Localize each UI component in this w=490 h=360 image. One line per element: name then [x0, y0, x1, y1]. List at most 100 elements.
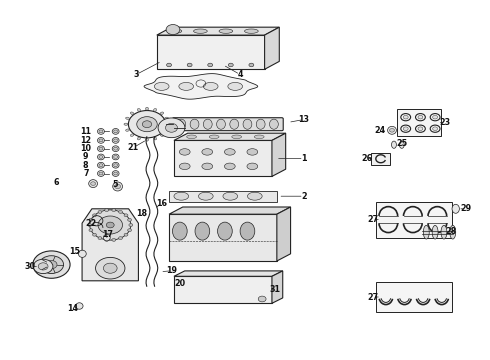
Ellipse shape — [112, 138, 119, 143]
Circle shape — [99, 164, 103, 167]
Circle shape — [187, 63, 192, 67]
Text: 19: 19 — [166, 266, 177, 275]
Bar — [376, 202, 452, 238]
FancyBboxPatch shape — [172, 118, 283, 131]
Circle shape — [390, 129, 394, 132]
Polygon shape — [174, 133, 286, 140]
Ellipse shape — [112, 154, 119, 160]
Text: 8: 8 — [83, 161, 89, 170]
Circle shape — [33, 259, 53, 274]
Circle shape — [96, 257, 125, 279]
Polygon shape — [174, 140, 272, 176]
Circle shape — [119, 211, 122, 213]
Polygon shape — [174, 276, 272, 303]
Ellipse shape — [98, 129, 104, 134]
Text: 21: 21 — [128, 143, 139, 152]
Circle shape — [99, 130, 103, 133]
Polygon shape — [82, 209, 139, 281]
Text: 29: 29 — [460, 204, 471, 213]
Ellipse shape — [160, 112, 164, 114]
Ellipse shape — [113, 182, 122, 191]
Text: 17: 17 — [102, 230, 113, 239]
Ellipse shape — [388, 126, 396, 134]
Ellipse shape — [224, 149, 235, 155]
Ellipse shape — [203, 82, 218, 90]
Text: 14: 14 — [67, 305, 78, 313]
Ellipse shape — [187, 135, 196, 139]
Circle shape — [166, 24, 180, 35]
Ellipse shape — [270, 119, 278, 129]
Text: 26: 26 — [361, 154, 372, 163]
Ellipse shape — [146, 107, 148, 110]
Text: 20: 20 — [174, 279, 185, 288]
Circle shape — [433, 127, 438, 130]
Ellipse shape — [202, 149, 213, 155]
Ellipse shape — [240, 222, 255, 240]
Text: 27: 27 — [368, 292, 379, 302]
Text: 31: 31 — [270, 285, 281, 294]
Polygon shape — [174, 271, 283, 276]
Ellipse shape — [230, 119, 239, 129]
Circle shape — [258, 296, 266, 302]
Ellipse shape — [190, 119, 199, 129]
Ellipse shape — [228, 82, 243, 90]
Ellipse shape — [172, 222, 187, 240]
Circle shape — [98, 211, 102, 213]
Circle shape — [99, 156, 103, 158]
Circle shape — [88, 224, 92, 226]
Ellipse shape — [247, 163, 258, 170]
Circle shape — [124, 233, 128, 236]
Circle shape — [433, 115, 438, 119]
Ellipse shape — [450, 225, 456, 239]
Ellipse shape — [256, 119, 265, 129]
Ellipse shape — [399, 141, 404, 148]
Ellipse shape — [78, 250, 86, 257]
Ellipse shape — [112, 129, 119, 134]
Ellipse shape — [179, 149, 190, 155]
Polygon shape — [277, 207, 291, 261]
Ellipse shape — [392, 141, 396, 148]
Text: 12: 12 — [80, 136, 91, 145]
Circle shape — [114, 172, 118, 175]
Circle shape — [99, 139, 103, 142]
Ellipse shape — [166, 123, 170, 125]
Circle shape — [93, 214, 97, 217]
Ellipse shape — [245, 29, 258, 33]
Ellipse shape — [98, 171, 104, 176]
Circle shape — [98, 216, 122, 234]
Text: 16: 16 — [156, 199, 167, 208]
Ellipse shape — [217, 119, 225, 129]
Ellipse shape — [423, 225, 429, 239]
Ellipse shape — [103, 234, 110, 241]
Ellipse shape — [224, 163, 235, 170]
Circle shape — [128, 111, 166, 138]
Ellipse shape — [125, 129, 129, 131]
Ellipse shape — [247, 192, 262, 200]
Text: 11: 11 — [80, 127, 91, 136]
Text: 30: 30 — [25, 262, 36, 271]
Polygon shape — [169, 214, 277, 261]
Polygon shape — [157, 27, 279, 35]
Circle shape — [418, 127, 423, 130]
Text: 22: 22 — [85, 219, 96, 228]
Ellipse shape — [247, 149, 258, 155]
Ellipse shape — [160, 134, 164, 136]
Circle shape — [112, 209, 116, 212]
Text: 28: 28 — [445, 227, 456, 236]
Ellipse shape — [441, 225, 447, 239]
Polygon shape — [169, 207, 291, 214]
Circle shape — [129, 224, 133, 226]
Text: 15: 15 — [69, 247, 80, 256]
Ellipse shape — [165, 117, 169, 120]
Circle shape — [99, 172, 103, 175]
Ellipse shape — [195, 222, 210, 240]
Circle shape — [127, 219, 131, 221]
Ellipse shape — [124, 123, 128, 125]
Circle shape — [115, 184, 121, 189]
Ellipse shape — [179, 163, 190, 170]
Circle shape — [90, 210, 131, 240]
Text: 25: 25 — [396, 139, 407, 148]
Polygon shape — [157, 35, 265, 69]
Ellipse shape — [194, 29, 207, 33]
Circle shape — [119, 237, 122, 239]
